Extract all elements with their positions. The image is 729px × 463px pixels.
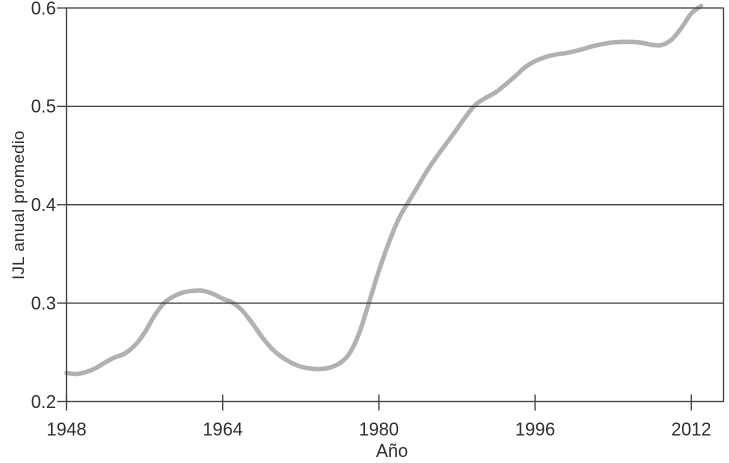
series-line (64, 3, 704, 377)
y-tick-label: 0.2 (31, 392, 56, 412)
gridlines (66, 105, 724, 304)
x-tick-label: 1980 (359, 420, 399, 440)
axis-ticks (57, 7, 692, 411)
y-axis-label: IJL anual promedio (9, 130, 28, 279)
x-tick-label: 2012 (671, 420, 711, 440)
x-tick-label: 1996 (515, 420, 555, 440)
y-tick-label: 0.3 (31, 293, 56, 313)
y-tick-label: 0.6 (31, 0, 56, 18)
y-tick-label: 0.4 (31, 195, 56, 215)
x-tick-label: 1964 (203, 420, 243, 440)
y-tick-label: 0.5 (31, 97, 56, 117)
tick-labels: 0.2 0.3 0.4 0.5 0.6 1948 1964 1980 1996 2012 (31, 0, 711, 440)
x-tick-label: 1948 (46, 420, 86, 440)
x-axis-label: Año (376, 441, 408, 461)
